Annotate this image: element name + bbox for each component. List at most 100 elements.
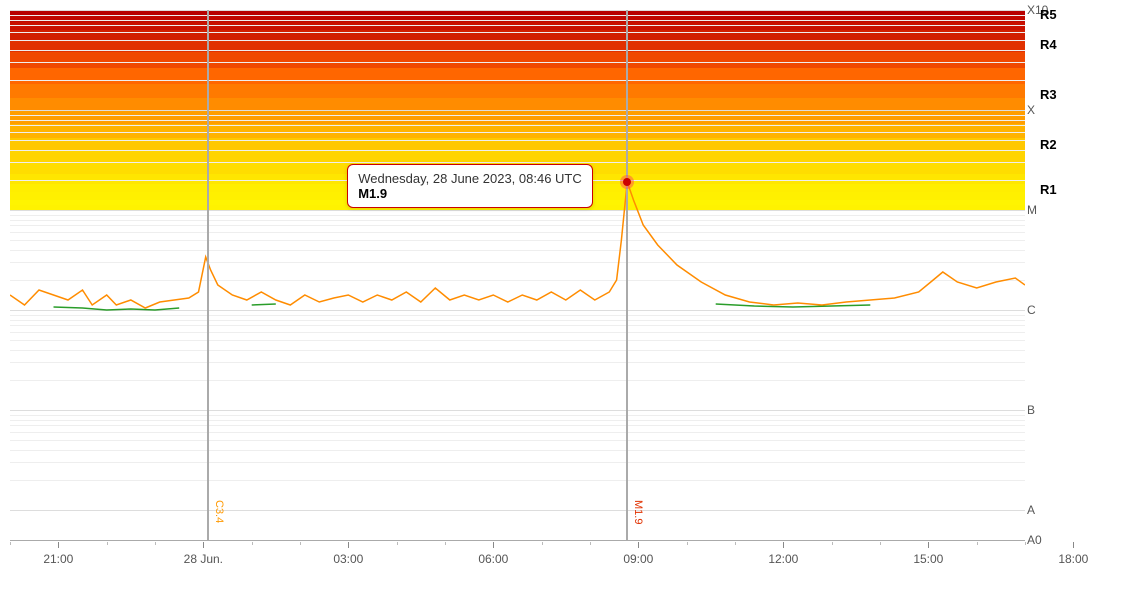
y-gridline	[10, 20, 1025, 21]
x-major-tick	[638, 542, 639, 548]
y-gridline	[10, 140, 1025, 141]
intensity-band	[10, 150, 1025, 162]
y-gridline	[10, 415, 1025, 416]
x-axis-label: 18:00	[1058, 552, 1088, 566]
x-axis-label: 21:00	[43, 552, 73, 566]
x-minor-tick	[542, 542, 543, 545]
y-gridline	[10, 115, 1025, 116]
x-axis-label: 03:00	[333, 552, 363, 566]
y-gridline	[10, 110, 1025, 111]
y-gridline	[10, 320, 1025, 321]
y-gridline	[10, 80, 1025, 81]
y-gridline	[10, 340, 1025, 341]
intensity-band	[10, 68, 1025, 84]
x-major-tick	[783, 542, 784, 548]
x-axis-label: 28 Jun.	[184, 552, 223, 566]
y-gridline	[10, 380, 1025, 381]
intensity-band	[10, 110, 1025, 124]
y-gridline	[10, 425, 1025, 426]
x-minor-tick	[687, 542, 688, 545]
r-scale-label: R1	[1040, 182, 1057, 197]
intensity-band	[10, 52, 1025, 68]
y-gridline	[10, 50, 1025, 51]
y-class-label: B	[1027, 403, 1035, 417]
x-minor-tick	[832, 542, 833, 545]
y-gridline	[10, 32, 1025, 33]
r-scale-label: R5	[1040, 7, 1057, 22]
x-minor-tick	[300, 542, 301, 545]
event-label: M1.9	[632, 500, 644, 524]
y-gridline	[10, 462, 1025, 463]
y-gridline	[10, 232, 1025, 233]
y-gridline	[10, 440, 1025, 441]
intensity-band	[10, 98, 1025, 110]
y-gridline	[10, 332, 1025, 333]
x-axis-label: 09:00	[623, 552, 653, 566]
y-gridline	[10, 150, 1025, 151]
x-minor-tick	[397, 542, 398, 545]
y-gridline	[10, 420, 1025, 421]
y-gridline	[10, 62, 1025, 63]
x-major-tick	[928, 542, 929, 548]
x-minor-tick	[445, 542, 446, 545]
r-scale-label: R3	[1040, 87, 1057, 102]
y-gridline	[10, 325, 1025, 326]
y-gridline	[10, 432, 1025, 433]
tooltip-date: Wednesday, 28 June 2023, 08:46 UTC	[358, 171, 582, 186]
x-minor-tick	[1025, 542, 1026, 545]
x-minor-tick	[10, 542, 11, 545]
y-gridline	[10, 262, 1025, 263]
y-gridline	[10, 15, 1025, 16]
event-line	[626, 10, 628, 540]
r-scale-label: R4	[1040, 37, 1057, 52]
x-minor-tick	[252, 542, 253, 545]
y-gridline	[10, 250, 1025, 251]
x-axis-label: 06:00	[478, 552, 508, 566]
x-axis-label: 15:00	[913, 552, 943, 566]
y-gridline	[10, 215, 1025, 216]
x-major-tick	[58, 542, 59, 548]
y-gridline	[10, 210, 1025, 211]
x-minor-tick	[107, 542, 108, 545]
y-gridline	[10, 480, 1025, 481]
y-class-label: A	[1027, 503, 1035, 517]
event-line	[207, 10, 209, 540]
y-gridline	[10, 25, 1025, 26]
intensity-band	[10, 84, 1025, 98]
x-minor-tick	[880, 542, 881, 545]
y-gridline	[10, 450, 1025, 451]
x-minor-tick	[735, 542, 736, 545]
y-gridline	[10, 40, 1025, 41]
x-minor-tick	[590, 542, 591, 545]
y-gridline	[10, 410, 1025, 411]
x-major-tick	[1073, 542, 1074, 548]
x-axis-label: 12:00	[768, 552, 798, 566]
y-gridline	[10, 10, 1025, 11]
y-class-label: M	[1027, 203, 1037, 217]
x-major-tick	[203, 542, 204, 548]
y-gridline	[10, 510, 1025, 511]
y-gridline	[10, 120, 1025, 121]
y-gridline	[10, 310, 1025, 311]
y-class-label: A0	[1027, 533, 1042, 547]
y-gridline	[10, 280, 1025, 281]
y-gridline	[10, 240, 1025, 241]
event-label: C3.4	[213, 500, 225, 523]
y-gridline	[10, 125, 1025, 126]
y-gridline	[10, 225, 1025, 226]
x-minor-tick	[977, 542, 978, 545]
x-major-tick	[348, 542, 349, 548]
tooltip: Wednesday, 28 June 2023, 08:46 UTCM1.9	[347, 164, 593, 208]
x-minor-tick	[155, 542, 156, 545]
r-scale-label: R2	[1040, 137, 1057, 152]
y-class-label: X	[1027, 103, 1035, 117]
tooltip-value: M1.9	[358, 186, 387, 201]
y-gridline	[10, 350, 1025, 351]
y-gridline	[10, 362, 1025, 363]
y-gridline	[10, 220, 1025, 221]
y-class-label: C	[1027, 303, 1036, 317]
x-major-tick	[493, 542, 494, 548]
xray-flux-chart[interactable]	[10, 10, 1025, 541]
tooltip-marker	[620, 175, 634, 189]
y-gridline	[10, 315, 1025, 316]
